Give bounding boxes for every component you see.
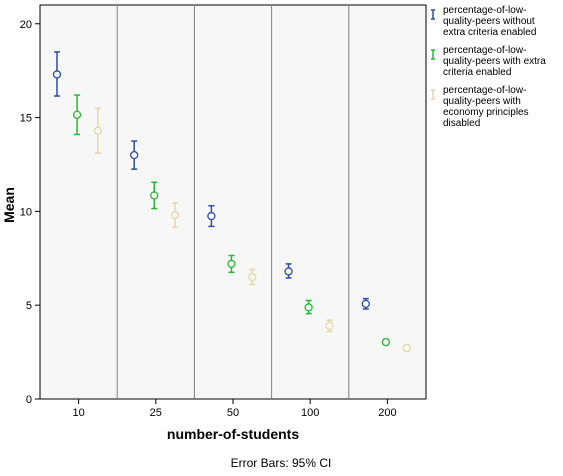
y-axis: 0 5 10 15 20 — [20, 19, 40, 406]
mean-point — [284, 267, 293, 276]
mean-point — [361, 299, 370, 309]
legend-item: percentage-of-low-quality-peers withoute… — [431, 5, 536, 38]
mean-point — [93, 126, 103, 135]
y-tick-label: 10 — [20, 206, 32, 218]
legend-label: economy principles — [443, 107, 529, 118]
legend-label: extra criteria enabled — [443, 27, 536, 38]
legend-item: percentage-of-low-quality-peers with ext… — [431, 45, 546, 78]
x-axis-title: number-of-students — [167, 426, 299, 442]
mean-point — [227, 259, 236, 269]
legend-label: disabled — [443, 118, 480, 129]
x-tick-label: 50 — [227, 407, 239, 419]
mean-point — [170, 210, 180, 220]
x-tick-label: 100 — [301, 407, 319, 419]
data-marks — [52, 51, 411, 353]
legend: percentage-of-low-quality-peers withoute… — [431, 5, 546, 129]
y-tick-label: 5 — [26, 300, 32, 312]
x-axis: 10 25 50 100 200 — [72, 399, 397, 419]
mean-point — [402, 343, 411, 353]
mean-point — [304, 303, 313, 312]
category-separators — [116, 5, 350, 399]
y-tick-label: 0 — [26, 394, 32, 406]
mean-point — [72, 110, 82, 119]
mean-point — [207, 211, 216, 221]
x-tick-label: 200 — [378, 407, 396, 419]
legend-label: percentage-of-low- — [443, 5, 526, 16]
series-group — [93, 107, 411, 353]
mean-point — [150, 191, 159, 200]
legend-item: percentage-of-low-quality-peers withecon… — [431, 85, 529, 129]
legend-label: percentage-of-low- — [443, 45, 526, 56]
legend-label: quality-peers without — [443, 16, 535, 27]
y-tick-label: 15 — [20, 113, 32, 125]
series-group — [52, 51, 370, 310]
mean-point — [325, 321, 334, 330]
x-tick-label: 25 — [150, 407, 162, 419]
legend-label: percentage-of-low- — [443, 85, 526, 96]
error-bar-footnote: Error Bars: 95% CI — [231, 456, 332, 470]
series-group — [72, 94, 391, 347]
legend-label: criteria enabled — [443, 67, 511, 78]
legend-label: quality-peers with extra — [443, 56, 546, 67]
legend-label: quality-peers with — [443, 96, 521, 107]
y-tick-label: 20 — [20, 19, 32, 31]
plot-background — [39, 4, 427, 400]
mean-point — [248, 272, 257, 282]
mean-point — [52, 70, 62, 79]
x-tick-label: 10 — [72, 407, 84, 419]
mean-point — [381, 338, 391, 347]
y-axis-title: Mean — [1, 187, 17, 223]
mean-point — [130, 150, 139, 160]
